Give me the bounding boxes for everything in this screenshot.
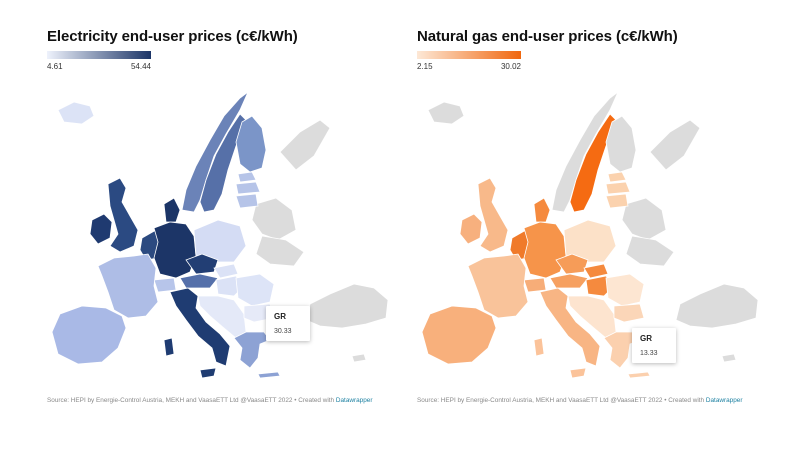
tooltip-country-code: GR (274, 312, 286, 321)
region-latvia[interactable] (235, 181, 261, 195)
region-cyprus[interactable] (721, 353, 737, 363)
source-text: Source: HEPI by Energie-Control Austria,… (417, 397, 706, 404)
region-finland[interactable] (235, 115, 267, 173)
region-denmark[interactable] (163, 197, 181, 223)
region-uk[interactable] (477, 177, 509, 253)
region-slovakia[interactable] (213, 263, 239, 279)
region-ireland[interactable] (459, 213, 483, 245)
region-sicily[interactable] (199, 367, 217, 379)
region-turkey[interactable] (675, 283, 759, 329)
map-title: Natural gas end-user prices (c€/kWh) (417, 28, 678, 45)
region-germany[interactable] (523, 221, 567, 279)
map-title: Electricity end-user prices (c€/kWh) (47, 28, 298, 45)
europe-map (51, 90, 389, 379)
region-ukraine-south[interactable] (255, 235, 305, 267)
region-iceland[interactable] (57, 101, 95, 125)
region-slovakia[interactable] (583, 263, 609, 279)
region-romania[interactable] (605, 273, 645, 307)
region-greece[interactable] (233, 331, 271, 369)
region-lithuania[interactable] (235, 193, 259, 209)
region-belarus-ukraine[interactable] (621, 197, 667, 241)
region-france[interactable] (97, 253, 159, 319)
region-ukraine-south[interactable] (625, 235, 675, 267)
region-crete[interactable] (257, 371, 281, 379)
tooltip-value: 30.33 (274, 328, 292, 335)
region-finland[interactable] (605, 115, 637, 173)
region-belarus-ukraine[interactable] (251, 197, 297, 241)
region-ireland[interactable] (89, 213, 113, 245)
color-legend: 2.15 30.02 (417, 51, 521, 73)
region-switzerland[interactable] (153, 277, 177, 293)
legend-max-label: 54.44 (130, 62, 151, 71)
region-russia-north[interactable] (649, 119, 701, 171)
region-iceland[interactable] (427, 101, 465, 125)
region-norway[interactable] (551, 90, 619, 213)
region-lithuania[interactable] (605, 193, 629, 209)
region-iberia[interactable] (51, 305, 127, 365)
region-russia-north[interactable] (279, 119, 331, 171)
legend-gradient-bar (47, 51, 151, 59)
datawrapper-link[interactable]: Datawrapper (335, 397, 373, 404)
region-norway[interactable] (181, 90, 249, 213)
region-iberia[interactable] (421, 305, 497, 365)
legend-min-label: 2.15 (417, 62, 433, 71)
region-turkey[interactable] (305, 283, 389, 329)
region-sardinia[interactable] (163, 337, 175, 357)
region-sicily[interactable] (569, 367, 587, 379)
region-uk[interactable] (107, 177, 139, 253)
map-tooltip: GR 30.33 (266, 306, 310, 341)
europe-map (421, 90, 759, 379)
datawrapper-link[interactable]: Datawrapper (705, 397, 743, 404)
region-cyprus[interactable] (351, 353, 367, 363)
source-text: Source: HEPI by Energie-Control Austria,… (47, 397, 336, 404)
region-italy[interactable] (539, 287, 601, 367)
gas-map-panel: Natural gas end-user prices (c€/kWh) 2.1… (370, 0, 770, 472)
region-germany[interactable] (153, 221, 197, 279)
region-crete[interactable] (627, 371, 651, 379)
region-romania[interactable] (235, 273, 275, 307)
tooltip-country-code: GR (640, 334, 652, 343)
region-czechia[interactable] (555, 253, 589, 275)
region-sardinia[interactable] (533, 337, 545, 357)
electricity-map-panel: Electricity end-user prices (c€/kWh) 4.6… (47, 28, 389, 404)
region-denmark[interactable] (533, 197, 551, 223)
map-tooltip: GR 13.33 (632, 328, 676, 363)
region-bulgaria[interactable] (613, 303, 645, 323)
region-greece[interactable] (603, 331, 641, 369)
region-estonia[interactable] (237, 171, 257, 183)
color-legend: 4.61 54.44 (47, 51, 151, 73)
region-italy[interactable] (169, 287, 231, 367)
source-note: Source: HEPI by Energie-Control Austria,… (47, 397, 372, 404)
source-note: Source: HEPI by Energie-Control Austria,… (417, 397, 742, 404)
region-czechia[interactable] (185, 253, 219, 275)
legend-min-label: 4.61 (47, 62, 63, 71)
region-austria[interactable] (549, 273, 589, 289)
legend-max-label: 30.02 (500, 62, 521, 71)
region-latvia[interactable] (605, 181, 631, 195)
region-estonia[interactable] (607, 171, 627, 183)
legend-gradient-bar (417, 51, 521, 59)
region-france[interactable] (467, 253, 529, 319)
region-austria[interactable] (179, 273, 219, 289)
region-switzerland[interactable] (523, 277, 547, 293)
tooltip-value: 13.33 (640, 350, 658, 357)
